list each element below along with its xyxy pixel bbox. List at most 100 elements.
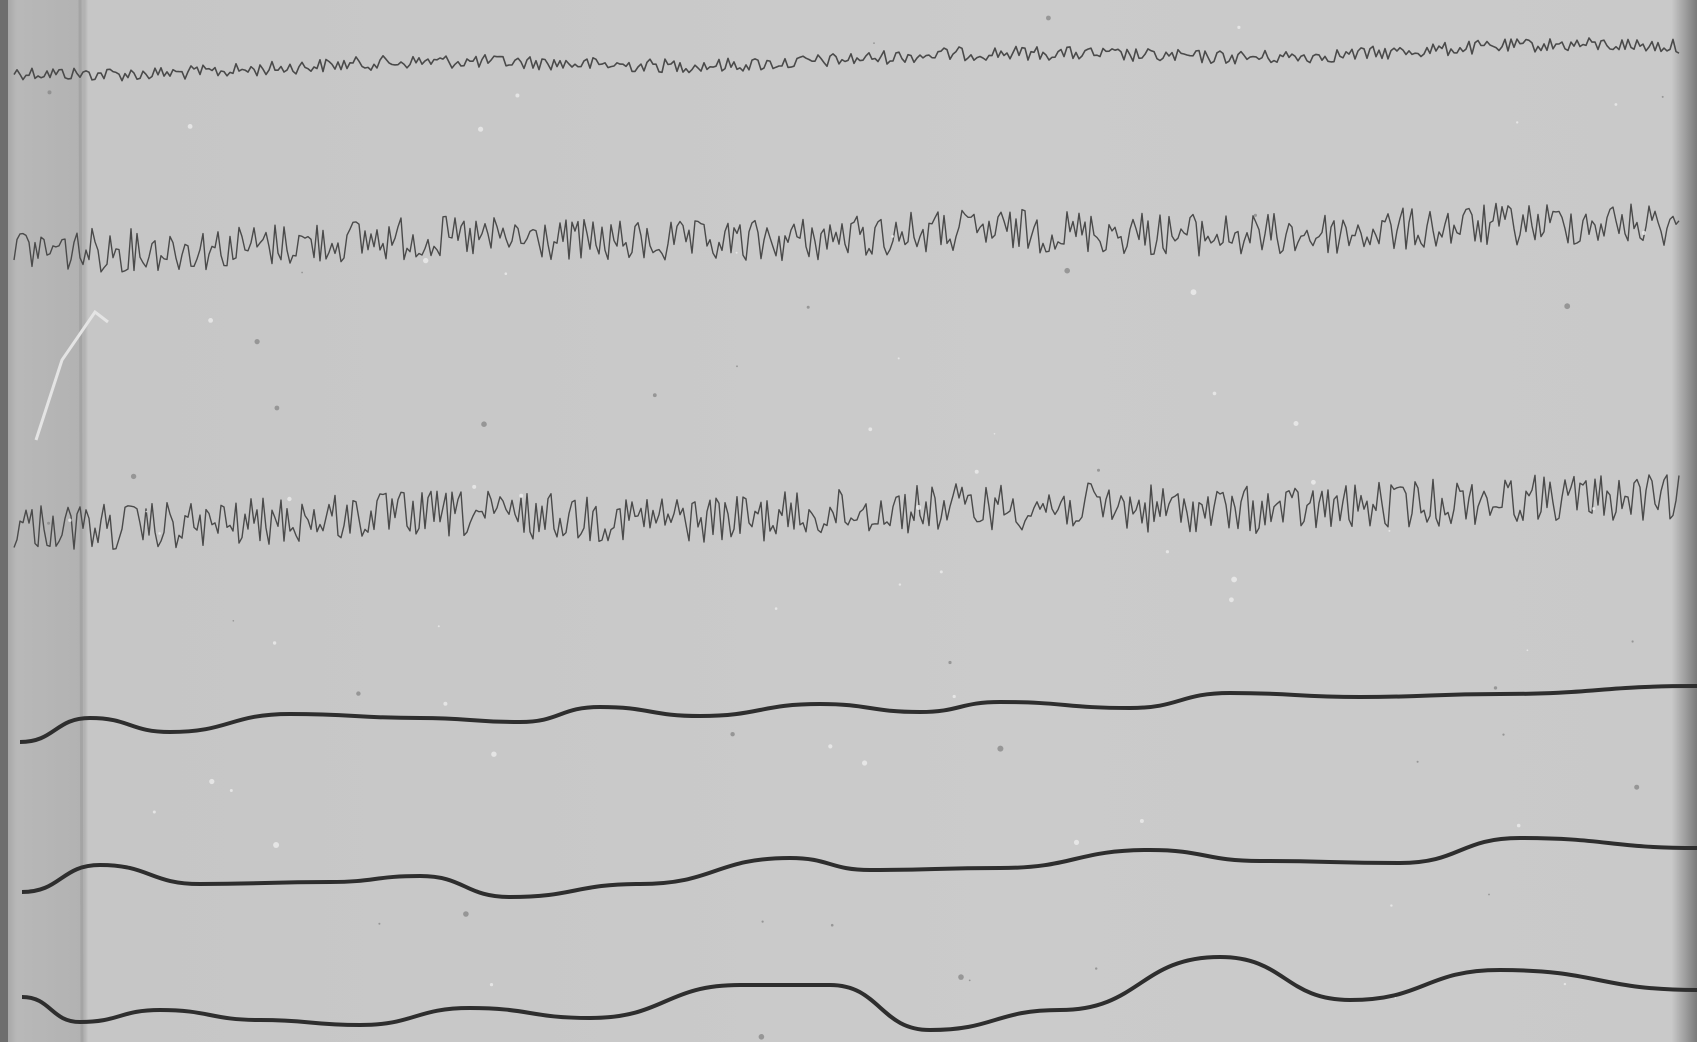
speck <box>68 518 72 522</box>
smooth-trace <box>21 835 1697 900</box>
speck <box>1563 982 1567 986</box>
speck <box>481 421 487 428</box>
speck <box>958 974 964 980</box>
speck <box>378 922 381 925</box>
speck <box>1488 893 1490 896</box>
speck <box>273 842 280 848</box>
speck <box>301 271 303 274</box>
speck <box>730 732 735 737</box>
speck <box>152 810 156 814</box>
speck <box>1139 819 1144 823</box>
speck <box>939 570 943 574</box>
speck <box>208 318 214 323</box>
speck <box>272 641 277 645</box>
speck <box>997 745 1004 752</box>
speck <box>287 496 292 502</box>
scratch <box>34 309 109 441</box>
smooth-trace <box>19 684 1697 744</box>
left-edge <box>0 0 8 1042</box>
speck <box>130 473 137 480</box>
speck <box>1165 550 1169 554</box>
speck <box>774 607 778 610</box>
speck <box>1388 529 1391 532</box>
speck <box>423 257 429 264</box>
speck <box>489 983 494 987</box>
speck <box>463 911 469 917</box>
speck <box>145 510 148 513</box>
speck <box>891 235 894 238</box>
speck <box>478 126 484 132</box>
traces <box>13 37 1697 1033</box>
speck <box>1390 904 1393 907</box>
speck <box>1237 25 1241 29</box>
speck <box>1516 121 1519 124</box>
speck <box>897 357 900 360</box>
speck <box>898 583 902 586</box>
speck <box>356 691 361 696</box>
speck <box>916 505 922 510</box>
speck <box>1311 479 1316 485</box>
speck <box>968 979 971 982</box>
speck <box>736 365 738 368</box>
speck <box>187 124 193 129</box>
noisy-trace <box>13 202 1680 273</box>
noisy-trace <box>13 474 1680 550</box>
speck <box>735 251 738 254</box>
speck <box>1516 823 1521 828</box>
speck <box>1634 784 1640 790</box>
speck <box>1592 507 1596 511</box>
smooth-trace <box>21 954 1697 1033</box>
speck <box>472 484 477 489</box>
speck <box>1229 597 1234 603</box>
speck <box>491 751 497 757</box>
speck <box>47 521 51 525</box>
speck <box>1394 997 1397 999</box>
speck <box>1416 760 1419 763</box>
speck <box>274 405 280 411</box>
speck <box>504 272 508 276</box>
speck <box>1190 289 1197 296</box>
speck <box>1641 230 1646 235</box>
speck <box>232 620 235 622</box>
speck <box>828 744 833 749</box>
noisy-trace <box>13 37 1680 82</box>
speck <box>1564 303 1571 310</box>
speck <box>868 427 873 432</box>
speck <box>806 305 810 309</box>
speck <box>862 760 868 766</box>
speck <box>437 625 440 628</box>
speck <box>1095 967 1098 970</box>
speck <box>515 93 520 98</box>
speck <box>1073 839 1080 846</box>
speck <box>758 1034 765 1040</box>
speck <box>1293 421 1299 426</box>
speck <box>1631 640 1634 643</box>
speck <box>443 701 448 706</box>
speck <box>1212 391 1217 396</box>
speck <box>1046 15 1051 21</box>
speck <box>1097 468 1100 472</box>
speck <box>652 393 657 398</box>
speck <box>761 920 764 923</box>
speck <box>952 694 956 699</box>
speck <box>229 789 233 792</box>
speck <box>519 493 524 498</box>
speck <box>1526 649 1529 652</box>
speck <box>158 532 161 535</box>
speck <box>873 42 875 44</box>
speck <box>209 778 215 785</box>
speck <box>948 660 952 665</box>
speck <box>1661 95 1664 98</box>
speck <box>1614 103 1618 106</box>
speck <box>830 923 834 927</box>
speck <box>1493 686 1498 690</box>
speck <box>254 339 260 345</box>
speck <box>1231 576 1237 583</box>
speck <box>47 90 52 95</box>
speck <box>974 469 979 474</box>
speck <box>1253 213 1257 217</box>
speck <box>993 433 996 435</box>
speck <box>1502 733 1505 736</box>
